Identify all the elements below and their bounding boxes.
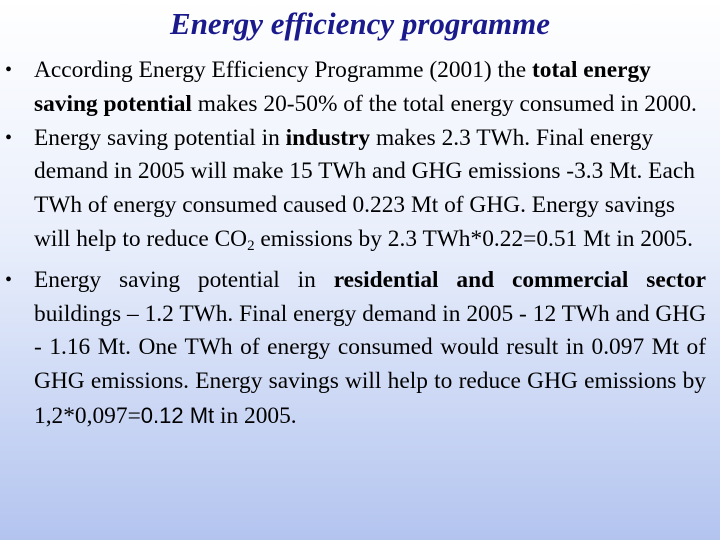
bullet-item: • Energy saving potential in residential… [5,264,707,434]
bullet-text: emissions by 2.3 TWh*0.22=0.51 Mt in 200… [254,225,693,252]
bullet-text: According Energy Efficiency Programme (2… [34,57,532,83]
subscript: 2 [247,237,255,254]
bullet-text: Energy saving potential in [34,124,286,151]
bullet-emphasis: residential and commercial sector [333,266,707,293]
bullet-icon: • [5,268,13,291]
bullet-list: • According Energy Efficiency Programme … [0,54,720,434]
bullet-icon: • [5,59,13,81]
bullet-emphasis: industry [285,124,371,151]
bullet-emphasis: total energy saving potential [34,57,651,117]
bullet-item: • According Energy Efficiency Programme … [5,54,706,122]
bullet-text: makes 20-50% of the total energy consume… [191,90,697,117]
slide-title: Energy efficiency programme [170,6,550,41]
bullet-item: • Energy saving potential in industry ma… [5,122,706,264]
result-value: 0.12 Mt [140,402,215,428]
bullet-icon: • [5,126,13,149]
bullet-text: Energy saving potential in [34,266,334,293]
bullet-text: in 2005. [214,402,297,429]
bullet-text: buildings – 1.2 TWh. Final energy demand… [34,300,706,429]
bullet-text: makes 2.3 TWh. Final energy demand in 20… [34,124,695,252]
